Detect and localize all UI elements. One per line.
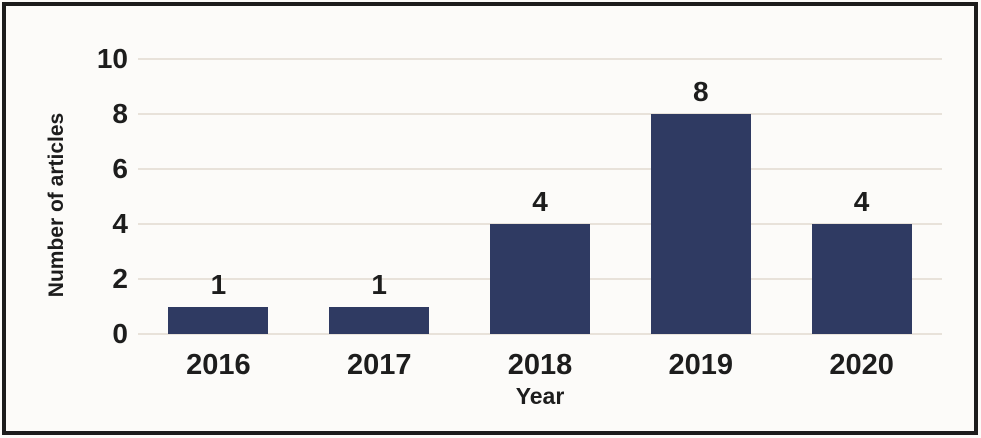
plot-area: 1 1 4 8 4 [138, 58, 942, 335]
bar-value-label: 1 [371, 268, 387, 300]
bar-slot-2016: 1 [138, 59, 299, 334]
bar-2019 [650, 114, 751, 334]
y-tick-label: 0 [112, 318, 128, 349]
bar-2016 [168, 306, 269, 334]
x-tick-label-2016: 2016 [186, 349, 251, 381]
bar-slot-2019: 8 [620, 59, 781, 334]
x-tick-label-2019: 2019 [668, 349, 734, 381]
bar-value-label: 4 [853, 186, 870, 217]
gridline-y10 [138, 58, 942, 60]
x-tick-label-2020: 2020 [829, 349, 894, 381]
x-axis-tick-labels: 2016 2017 2018 2019 2020 [138, 350, 942, 380]
bar-slot-2020: 4 [781, 59, 942, 334]
y-tick-label: 4 [112, 208, 128, 239]
bar-2020 [811, 224, 912, 334]
x-tick-label-2017: 2017 [346, 349, 412, 381]
bar-2017 [329, 306, 430, 334]
x-tick-label-2018: 2018 [507, 349, 573, 381]
gridline-y0 [138, 333, 942, 335]
y-tick-label: 2 [112, 263, 128, 294]
bar-slot-2017: 1 [299, 59, 460, 334]
bar-value-label: 1 [210, 268, 227, 300]
gridline-y6 [138, 168, 942, 170]
y-tick-label: 8 [112, 98, 128, 129]
y-tick-label: 10 [96, 43, 128, 74]
y-tick-label: 6 [112, 153, 128, 184]
bar-value-label: 8 [693, 76, 709, 107]
bar-2018 [489, 224, 590, 334]
x-axis-title: Year [515, 383, 565, 409]
bar-slot-2018: 4 [460, 59, 621, 334]
bar-value-label: 4 [532, 186, 548, 217]
gridline-y8 [138, 113, 942, 115]
bar-series: 1 1 4 8 4 [138, 59, 942, 334]
